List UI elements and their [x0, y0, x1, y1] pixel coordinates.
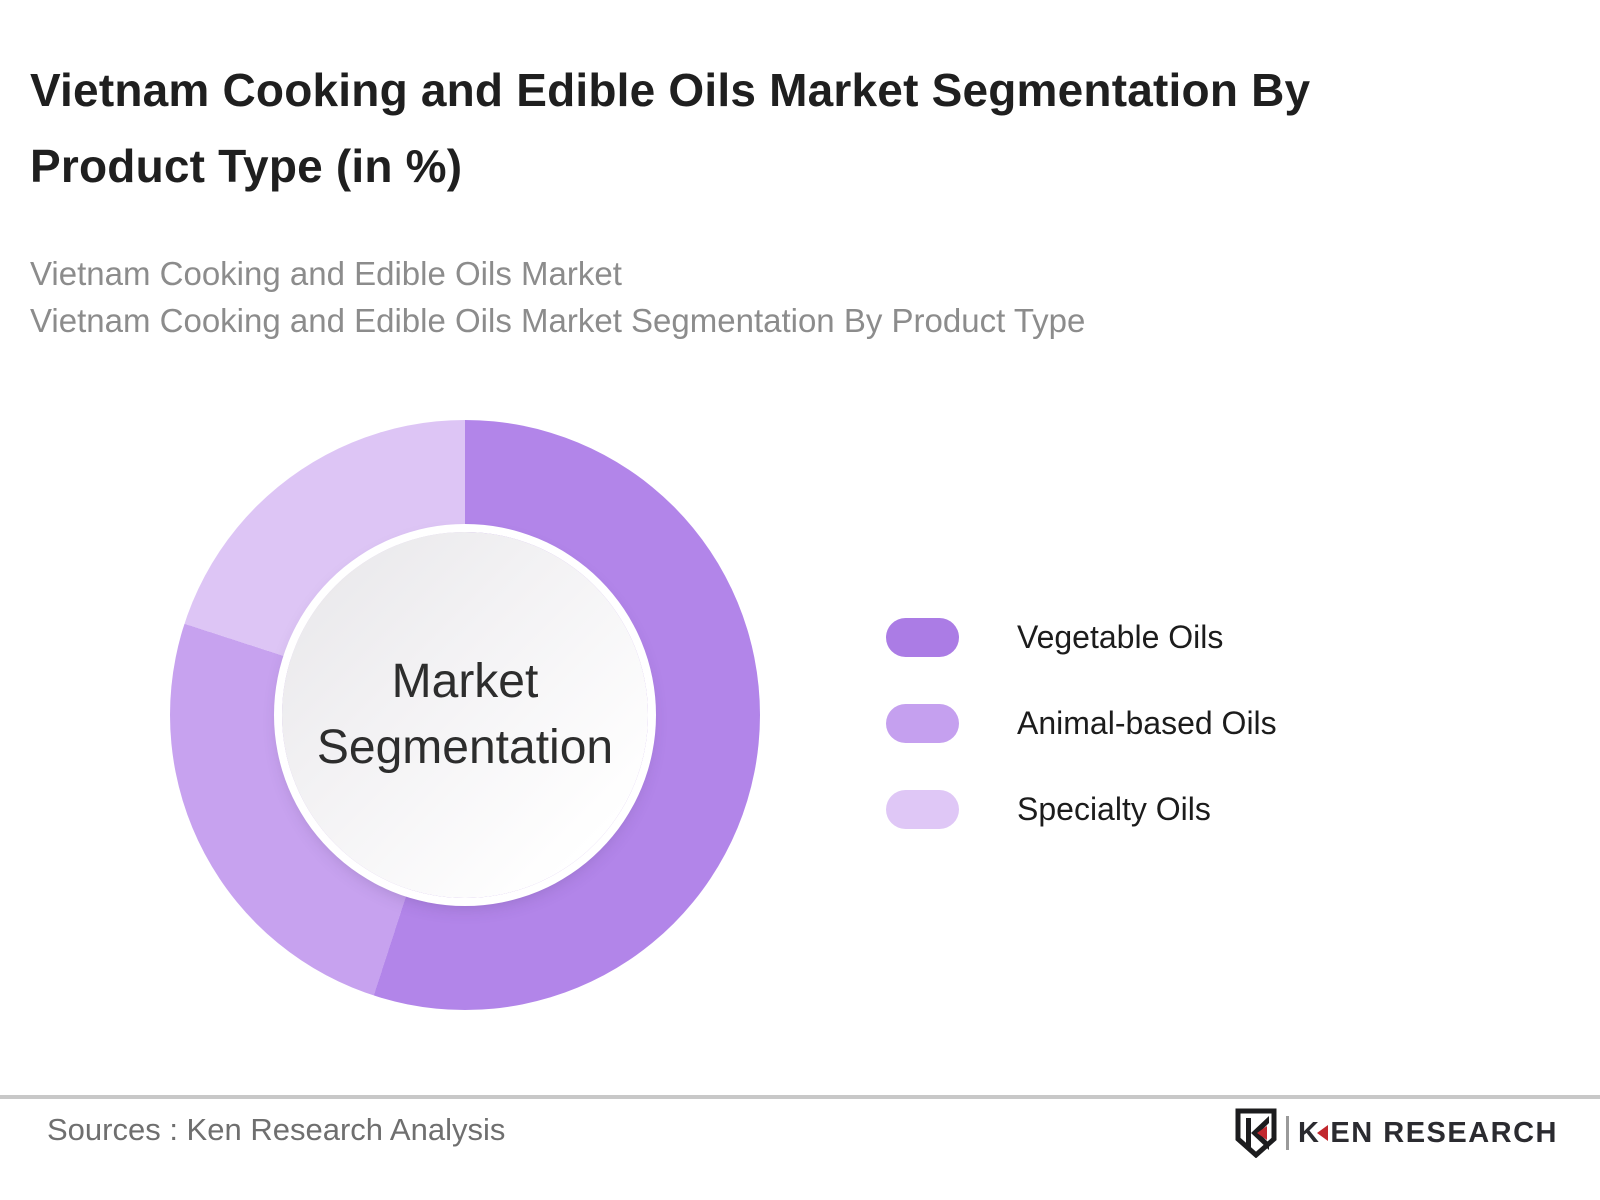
page-title-line-1: Vietnam Cooking and Edible Oils Market S… — [30, 64, 1311, 116]
page-title: Vietnam Cooking and Edible Oils Market S… — [30, 52, 1550, 204]
logo-wordmark-rest: EN RESEARCH — [1330, 1116, 1558, 1149]
legend-label: Vegetable Oils — [1017, 619, 1224, 655]
legend-swatch — [886, 790, 959, 829]
page-title-line-2: Product Type (in %) — [30, 140, 463, 192]
legend-row: Animal-based Oils — [886, 704, 1277, 743]
donut-hole: Market Segmentation — [282, 532, 648, 898]
subtitle-line-1: Vietnam Cooking and Edible Oils Market — [30, 255, 622, 292]
donut-center-label: Market Segmentation — [316, 655, 614, 774]
legend-label: Specialty Oils — [1017, 791, 1211, 827]
ken-research-logo: K EN RESEARCH — [1233, 1108, 1558, 1158]
legend-row: Specialty Oils — [886, 790, 1277, 829]
ken-research-shield-icon — [1235, 1108, 1277, 1158]
footer-divider — [0, 1095, 1600, 1099]
logo-separator — [1285, 1116, 1289, 1150]
logo-wordmark-k: K — [1297, 1116, 1321, 1149]
page-subtitle: Vietnam Cooking and Edible Oils Market V… — [30, 250, 1550, 344]
legend-swatch — [886, 618, 959, 657]
sources-text: Sources : Ken Research Analysis — [47, 1112, 506, 1147]
legend-row: Vegetable Oils — [886, 618, 1277, 657]
red-triangle-icon — [1317, 1125, 1329, 1141]
donut-chart: Market Segmentation — [170, 420, 760, 1010]
logo-wordmark: K EN RESEARCH — [1298, 1117, 1558, 1150]
legend-label: Animal-based Oils — [1017, 705, 1277, 741]
chart-legend: Vegetable Oils Animal-based Oils Special… — [886, 618, 1277, 829]
legend-swatch — [886, 704, 959, 743]
subtitle-line-2: Vietnam Cooking and Edible Oils Market S… — [30, 302, 1086, 339]
